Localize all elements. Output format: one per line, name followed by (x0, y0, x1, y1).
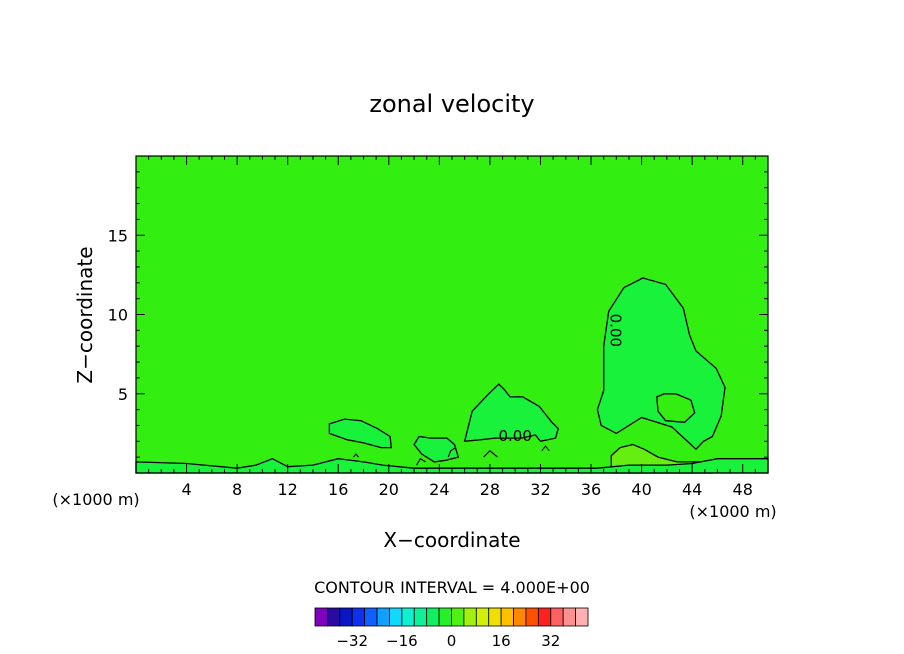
y-tick-label: 15 (108, 226, 128, 245)
x-unit-right: (×1000 m) (689, 502, 776, 521)
contour-labels: 0.00 0.00 (498, 314, 624, 445)
colorbar-swatch (401, 607, 415, 627)
contour-line-2 (416, 457, 426, 466)
contour-region-negative-cell-x17 (328, 418, 393, 449)
contour-region-negative-cell-x24 (413, 435, 460, 463)
contour-regions (135, 277, 769, 474)
y-tick-label: 5 (118, 385, 128, 404)
x-tick-label: 48 (733, 480, 753, 499)
contour-line-3 (541, 445, 550, 452)
colorbar-swatch (376, 607, 390, 627)
colorbar: −32 −16 0 16 32 (314, 607, 589, 650)
colorbar-swatch (426, 607, 440, 627)
contour-line-5 (483, 450, 498, 458)
contour-line-1 (447, 447, 457, 458)
y-axis-label: Z−coordinate (73, 246, 97, 383)
contour-label-2: 0.00 (607, 314, 625, 347)
colorbar-swatch (562, 607, 576, 627)
colorbar-swatch (314, 607, 328, 627)
colorbar-swatch (537, 607, 552, 627)
x-tick-label: 8 (232, 480, 242, 499)
x-tick-label: 28 (480, 480, 500, 499)
colorbar-tick-label: 32 (541, 632, 560, 650)
colorbar-tick-label: 0 (447, 632, 457, 650)
x-tick-label: 44 (682, 480, 702, 499)
colorbar-swatch (364, 607, 378, 627)
y-ticks: 5 10 15 (108, 171, 768, 458)
x-tick-label: 20 (379, 480, 399, 499)
x-tick-label: 24 (429, 480, 449, 499)
x-tick-label: 16 (328, 480, 348, 499)
x-tick-label: 36 (581, 480, 601, 499)
colorbar-swatch (525, 607, 539, 627)
colorbar-swatch (475, 607, 490, 627)
colorbar-swatch (500, 607, 514, 627)
colorbar-swatch (488, 607, 502, 627)
colorbar-swatch (389, 607, 403, 627)
colorbar-tick-label: 16 (492, 632, 511, 650)
y-tick-label: 10 (108, 306, 128, 325)
colorbar-swatch (339, 607, 353, 627)
x-unit-left: (×1000 m) (52, 490, 139, 509)
colorbar-swatch (327, 607, 341, 627)
contour-region-surface-layer (135, 457, 769, 474)
colorbar-swatch (550, 607, 564, 627)
colorbar-label: CONTOUR INTERVAL = 4.000E+00 (314, 578, 590, 597)
colorbar-swatch (451, 607, 465, 627)
colorbar-swatch (438, 607, 452, 627)
x-axis-label: X−coordinate (383, 528, 520, 552)
x-tick-label: 32 (530, 480, 550, 499)
colorbar-swatch (513, 607, 527, 627)
chart-title: zonal velocity (369, 90, 534, 118)
contour-line-4 (352, 453, 359, 458)
colorbar-tick-label: −16 (386, 632, 418, 650)
colorbar-swatch (575, 607, 589, 627)
x-ticks: 4 8 12 16 20 24 28 32 36 40 44 48 (148, 156, 756, 499)
colorbar-swatch (413, 607, 428, 627)
contour-label-1: 0.00 (498, 427, 531, 445)
contour-region-inner-loop-x43 (656, 393, 696, 423)
contour-lines (352, 445, 550, 466)
x-tick-label: 12 (278, 480, 298, 499)
colorbar-swatch (351, 607, 366, 627)
colorbar-tick-label: −32 (336, 632, 368, 650)
x-tick-label: 40 (631, 480, 651, 499)
contour-region-negative-cell-x29 (463, 383, 559, 443)
x-tick-label: 4 (181, 480, 191, 499)
colorbar-swatch (463, 607, 477, 627)
